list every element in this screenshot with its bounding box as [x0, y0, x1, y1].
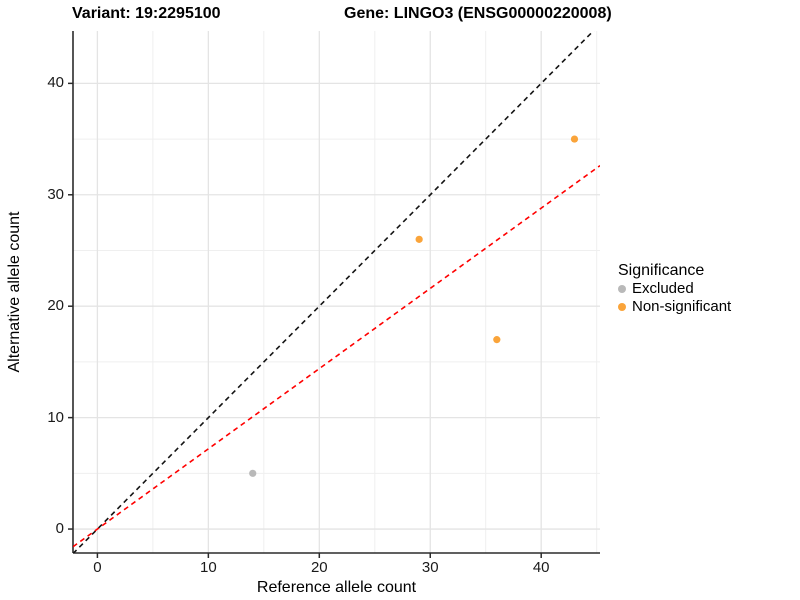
- legend-items: Excluded Non-significant: [616, 280, 731, 316]
- y-axis-title: Alternative allele count: [6, 211, 23, 373]
- data-point-non-significant: [570, 135, 579, 143]
- data-point-non-significant: [415, 235, 423, 243]
- x-tick-label: 10: [200, 559, 217, 576]
- x-tick-label: 30: [421, 559, 439, 576]
- legend: Significance Excluded Non-significant: [616, 261, 731, 316]
- x-tick-label: 20: [310, 559, 328, 576]
- legend-entry: Non-significant: [616, 298, 731, 316]
- x-tick-label: 0: [93, 559, 102, 576]
- identity-line: [73, 31, 595, 553]
- x-tick-label: 40: [532, 559, 550, 576]
- y-tick-label: 30: [47, 185, 64, 203]
- gene-title: Gene: LINGO3 (ENSG00000220008): [344, 5, 612, 22]
- legend-dot-icon: [618, 285, 626, 293]
- legend-entry: Excluded: [616, 280, 731, 298]
- expected-ratio-line: [73, 164, 600, 548]
- data-point-non-significant: [493, 336, 501, 344]
- data-point-excluded: [249, 469, 257, 477]
- variant-title: Variant: 19:2295100: [72, 5, 221, 22]
- legend-title: Significance: [618, 262, 705, 279]
- legend-entry-label: Non-significant: [632, 298, 732, 315]
- y-tick-label: 10: [47, 408, 64, 426]
- x-axis-title: Reference allele count: [256, 579, 417, 596]
- y-tick-label: 20: [47, 297, 64, 315]
- y-tick-label: 40: [47, 74, 64, 92]
- legend-dot-icon: [618, 303, 626, 311]
- y-tick-label: 0: [55, 520, 64, 538]
- legend-entry-label: Excluded: [632, 280, 694, 297]
